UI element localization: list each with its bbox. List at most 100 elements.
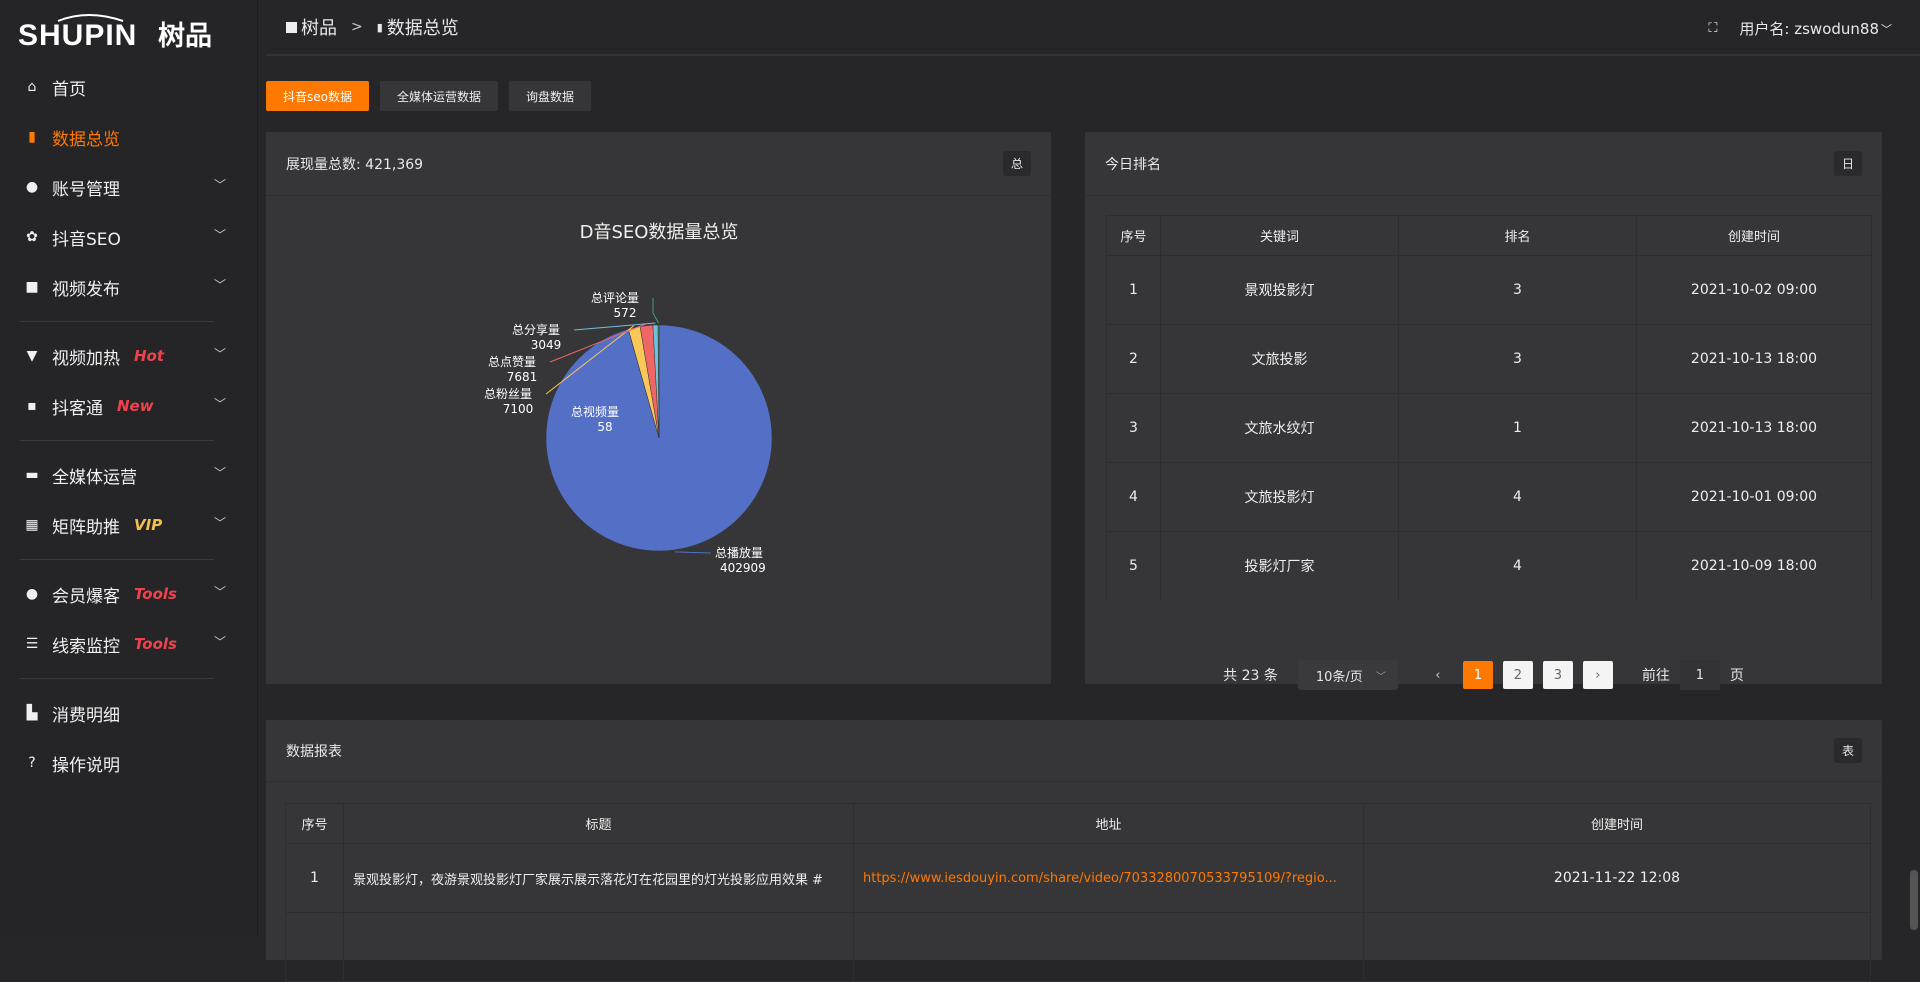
table-row[interactable]: 5 投影灯厂家 4 2021-10-09 18:00 [1106,531,1872,600]
sidebar-item-label: 线索监控 [52,636,120,657]
sidebar-item-label: 消费明细 [52,705,120,726]
sidebar-divider [20,559,214,560]
table-row[interactable]: 4 文旅投影灯 4 2021-10-01 09:00 [1106,462,1872,532]
sidebar-divider [20,440,214,441]
breadcrumb-item-home[interactable]: 树品 [301,18,337,39]
goto-page-input[interactable]: 1 [1679,660,1720,690]
table-cell: 1 [285,843,344,913]
chevron-down-icon[interactable]: ﹀ [214,635,227,649]
svg-text:树品: 树品 [158,21,212,51]
column-header: 地址 [853,803,1364,844]
table-row[interactable]: 1 景观投影灯，夜游景观投影灯厂家展示展示落花灯在花园里的灯光投影应用效果 # ht… [285,843,1871,913]
total-tag: 总 [1002,151,1031,176]
table-cell: 文旅水纹灯 [1160,393,1399,463]
slice-value: 7100 [503,402,534,416]
tab-douyin-seo[interactable]: 抖音seo数据 [266,81,369,111]
ranking-card: 今日排名日 序号 关键词 排名 创建时间 1 景观投影灯 3 2021-10-02 09:00… [1085,132,1882,690]
chevron-down-icon[interactable]: ﹀ [214,397,227,411]
page-unit: 页 [1729,668,1744,684]
sidebar-item-1[interactable]: ▮ 数据总览 [0,112,257,162]
column-header: 创建时间 [1636,215,1872,256]
page-1-button[interactable]: 1 [1462,661,1493,689]
ranking-table-wrap[interactable]: 序号 关键词 排名 创建时间 1 景观投影灯 3 2021-10-02 09:00 2 文旅投影 3… [1106,215,1872,600]
table-cell: 2021-10-01 09:00 [1636,462,1872,532]
pie-slice[interactable] [657,324,660,439]
sidebar-item-10[interactable]: ☰ 线索监控 Tools ﹀ [0,619,257,669]
sidebar-item-5[interactable]: ▼ 视频加热 Hot ﹀ [0,331,257,381]
chevron-down-icon[interactable]: ﹀ [214,228,227,242]
breadcrumb-home-icon [286,21,297,33]
page-2-button[interactable]: 2 [1502,661,1533,689]
report-title: 数据报表 [286,743,342,760]
chevron-down-icon[interactable]: ﹀ [1881,22,1892,36]
sidebar-item-9[interactable]: ● 会员爆客 Tools ﹀ [0,569,257,619]
goto-label: 前往 [1641,668,1670,684]
label-line [674,551,712,554]
chat-icon: ▪ [27,398,37,414]
sidebar-item-label: 操作说明 [52,755,120,776]
gear-icon: ✿ [26,229,38,245]
chart-title: D音SEO数据量总览 [580,222,739,243]
slice-label: 总点赞量 [488,355,536,369]
pagination: 共 23 条 10条/页 ﹀ ‹ 1 2 3 › 前往 1 页 [1085,660,1882,690]
table-row[interactable]: 1 景观投影灯 3 2021-10-02 09:00 [1106,255,1872,325]
table-row[interactable]: 3 文旅水纹灯 1 2021-10-13 18:00 [1106,393,1872,463]
sidebar-badge: Tools [134,635,177,653]
sidebar-item-3[interactable]: ✿ 抖音SEO ﹀ [0,212,257,262]
sidebar-item-6[interactable]: ▪ 抖客通 New ﹀ [0,381,257,431]
help-icon: ? [28,755,36,771]
column-header: 标题 [343,803,854,844]
page-3-button[interactable]: 3 [1542,661,1573,689]
logo[interactable]: SHUPIN 树品 [0,0,257,62]
table-cell: 景观投影灯 [1160,255,1399,325]
table-cell: 3 [1106,393,1161,463]
table-row[interactable]: 2 文旅投影 3 2021-10-13 18:00 [1106,324,1872,394]
page-scrollbar[interactable] [1910,870,1918,930]
tab-inquiry[interactable]: 询盘数据 [509,81,592,111]
sidebar-item-7[interactable]: ▬ 全媒体运营 ﹀ [0,450,257,500]
table-cell[interactable]: https://www.iesdouyin.com/share/video/70… [853,843,1364,913]
column-header: 排名 [1398,215,1637,256]
camera-icon: ■ [25,279,39,295]
bar-chart-icon: ▮ [376,20,383,34]
tab-all-media[interactable]: 全媒体运营数据 [379,81,498,111]
page-size-select[interactable]: 10条/页 ﹀ [1297,660,1398,690]
sidebar-item-12[interactable]: ? 操作说明 [0,738,257,788]
chevron-down-icon[interactable]: ﹀ [214,347,227,361]
total-count: 共 23 条 [1223,668,1278,684]
sidebar-item-8[interactable]: ▦ 矩阵助推 VIP ﹀ [0,500,257,550]
user-menu[interactable]: 用户名: zswodun88 [1739,20,1879,38]
breadcrumb-separator: > [351,19,363,35]
day-tag: 日 [1833,151,1862,176]
slice-value: 3049 [531,338,562,352]
chevron-down-icon[interactable]: ﹀ [214,516,227,530]
sidebar-item-0[interactable]: ⌂ 首页 [0,62,257,112]
chevron-down-icon[interactable]: ﹀ [214,178,227,192]
next-page-button[interactable]: › [1582,661,1613,689]
wallet-icon: ▙ [26,705,38,721]
sidebar-item-11[interactable]: ▙ 消费明细 [0,688,257,738]
table-tag: 表 [1833,738,1862,763]
chevron-down-icon[interactable]: ﹀ [214,466,227,480]
sidebar-item-label: 首页 [52,79,86,100]
column-header: 序号 [285,803,344,844]
sidebar-badge: Hot [134,347,165,365]
chevron-down-icon[interactable]: ﹀ [214,278,227,292]
slice-label: 总视频量 [571,404,619,419]
label-line [652,298,659,324]
sidebar-item-label: 全媒体运营 [52,467,137,488]
sidebar-item-label: 视频发布 [52,279,120,300]
table-row [285,912,1871,982]
ranking-table: 序号 关键词 排名 创建时间 1 景观投影灯 3 2021-10-02 09:00 2 文旅投影 3… [1106,215,1872,600]
fullscreen-icon[interactable]: ⛶ [1708,21,1718,36]
sidebar-item-label: 矩阵助推 [52,517,120,538]
table-cell: 5 [1106,531,1161,600]
table-cell: 文旅投影 [1160,324,1399,394]
label-line [573,322,656,331]
prev-page-button[interactable]: ‹ [1435,667,1441,683]
sidebar-item-2[interactable]: ● 账号管理 ﹀ [0,162,257,212]
sidebar-item-4[interactable]: ■ 视频发布 ﹀ [0,262,257,312]
slice-label: 总分享量 [512,322,560,337]
chevron-down-icon[interactable]: ﹀ [214,585,227,599]
